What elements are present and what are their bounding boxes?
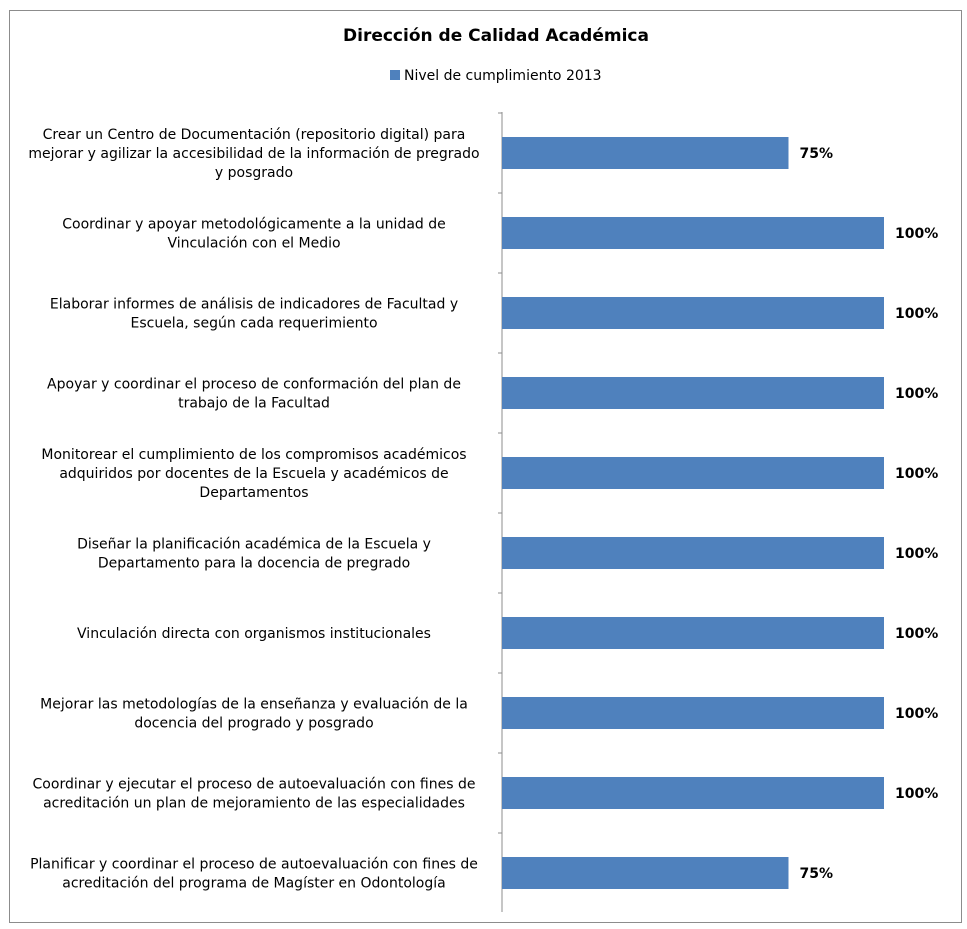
category-label: adquiridos por docentes de la Escuela y …: [59, 466, 448, 482]
category-label: mejorar y agilizar la accesibilidad de l…: [28, 146, 479, 162]
category-label: docencia del progrado y posgrado: [134, 716, 373, 732]
category-label: Coordinar y ejecutar el proceso de autoe…: [33, 777, 476, 793]
category-label: Apoyar y coordinar el proceso de conform…: [47, 377, 461, 393]
data-label: 100%: [895, 226, 938, 242]
category-label: acreditación del programa de Magíster en…: [62, 876, 445, 892]
category-label: Escuela, según cada requerimiento: [130, 316, 377, 332]
data-label: 100%: [895, 386, 938, 402]
category-label: acreditación un plan de mejoramiento de …: [43, 796, 465, 812]
data-label: 75%: [800, 866, 834, 882]
bar: [502, 377, 884, 409]
category-label: trabajo de la Facultad: [178, 396, 330, 412]
data-label: 100%: [895, 306, 938, 322]
bar: [502, 777, 884, 809]
category-label: Crear un Centro de Documentación (reposi…: [43, 127, 466, 143]
bar: [502, 857, 789, 889]
bar: [502, 457, 884, 489]
data-label: 75%: [800, 146, 834, 162]
data-label: 100%: [895, 786, 938, 802]
bar: [502, 697, 884, 729]
category-label: Vinculación con el Medio: [167, 236, 340, 252]
bar: [502, 617, 884, 649]
chart-title: Dirección de Calidad Académica: [343, 26, 649, 46]
legend-label: Nivel de cumplimiento 2013: [404, 68, 602, 84]
data-label: 100%: [895, 626, 938, 642]
bar: [502, 297, 884, 329]
legend: Nivel de cumplimiento 2013: [390, 68, 602, 84]
category-label: Diseñar la planificación académica de la…: [77, 537, 431, 553]
category-label: Elaborar informes de análisis de indicad…: [50, 297, 458, 313]
category-label: Vinculación directa con organismos insti…: [77, 626, 431, 642]
bar: [502, 137, 789, 169]
category-label: Departamentos: [199, 485, 308, 501]
plot-area: 75% Crear un Centro de Documentación (rep…: [28, 113, 938, 892]
category-label: y posgrado: [215, 165, 293, 181]
data-label: 100%: [895, 706, 938, 722]
data-label: 100%: [895, 466, 938, 482]
legend-swatch: [390, 70, 400, 80]
category-label: Departamento para la docencia de pregrad…: [98, 556, 410, 572]
category-label: Planificar y coordinar el proceso de aut…: [30, 857, 478, 873]
category-label: Monitorear el cumplimiento de los compro…: [41, 447, 466, 463]
data-label: 100%: [895, 546, 938, 562]
category-label: Coordinar y apoyar metodológicamente a l…: [62, 217, 446, 233]
bar: [502, 217, 884, 249]
bar: [502, 537, 884, 569]
category-label: Mejorar las metodologías de la enseñanza…: [40, 697, 468, 713]
